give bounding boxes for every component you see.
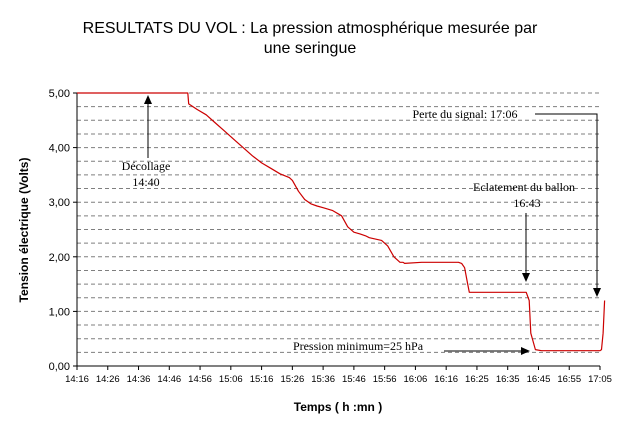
x-tick-label: 16:55 (557, 374, 581, 385)
annotation-takeoff-time: 14:40 (132, 175, 159, 189)
x-tick-label: 16:35 (496, 374, 520, 385)
y-tick-label: 1,00 (49, 306, 70, 318)
annotation-min-pressure-label: Pression minimum=25 hPa (293, 339, 424, 353)
annotation-takeoff-label: Décollage (122, 159, 171, 173)
y-tick-label: 0,00 (49, 361, 70, 373)
annotation-min-pressure-arrowhead (521, 347, 530, 355)
x-tick-label: 15:56 (373, 374, 397, 385)
x-tick-label: 14:36 (127, 374, 151, 385)
annotation-signal-loss: Perte du signal: 17:06 (413, 107, 601, 297)
x-tick-label: 15:06 (219, 374, 243, 385)
x-tick-label: 14:46 (157, 374, 181, 385)
annotation-signal-loss-label: Perte du signal: 17:06 (413, 107, 518, 121)
axes (76, 93, 600, 367)
y-tick-label: 5,00 (49, 88, 70, 100)
y-axis-title: Tension électrique (Volts) (17, 158, 31, 303)
x-ticks: 14:16 14:26 14:36 14:46 14:56 15:06 15:16 15:26… (65, 366, 612, 385)
x-tick-label: 15:26 (280, 374, 304, 385)
chart-title-line-1: RESULTATS DU VOL : La pression atmosphér… (83, 20, 538, 37)
annotation-takeoff: Décollage 14:40 (122, 95, 171, 189)
y-tick-label: 3,00 (49, 197, 70, 209)
x-tick-label: 14:16 (65, 374, 89, 385)
annotation-burst: Eclatement du ballon 16:43 (473, 180, 575, 282)
x-axis-title: Temps ( h :mn ) (294, 400, 382, 414)
annotation-burst-arrowhead (522, 273, 530, 282)
chart-title-line-2: une seringue (264, 40, 357, 57)
annotation-takeoff-arrowhead (144, 95, 152, 104)
x-tick-label: 14:56 (188, 374, 212, 385)
annotation-min-pressure: Pression minimum=25 hPa (293, 339, 530, 355)
series-line (77, 92, 606, 352)
x-tick-label: 16:16 (434, 374, 458, 385)
x-tick-label: 16:45 (527, 374, 551, 385)
x-tick-label: 17:05 (588, 374, 612, 385)
x-tick-label: 16:06 (404, 374, 428, 385)
x-tick-label: 15:36 (311, 374, 335, 385)
annotation-signal-loss-arrow-line (535, 113, 598, 290)
y-tick-label: 2,00 (49, 252, 70, 264)
x-tick-label: 15:46 (342, 374, 366, 385)
y-ticks: 0,00 1,00 2,00 3,00 4,00 5,00 (49, 88, 77, 373)
annotation-signal-loss-arrowhead (593, 288, 601, 297)
x-tick-label: 14:26 (96, 374, 120, 385)
x-tick-label: 16:25 (465, 374, 489, 385)
annotation-burst-time: 16:43 (513, 196, 540, 210)
grid-lines (77, 92, 600, 353)
y-tick-label: 4,00 (49, 143, 70, 155)
x-tick-label: 15:16 (250, 374, 274, 385)
series (77, 92, 606, 352)
annotation-burst-label: Eclatement du ballon (473, 180, 575, 194)
